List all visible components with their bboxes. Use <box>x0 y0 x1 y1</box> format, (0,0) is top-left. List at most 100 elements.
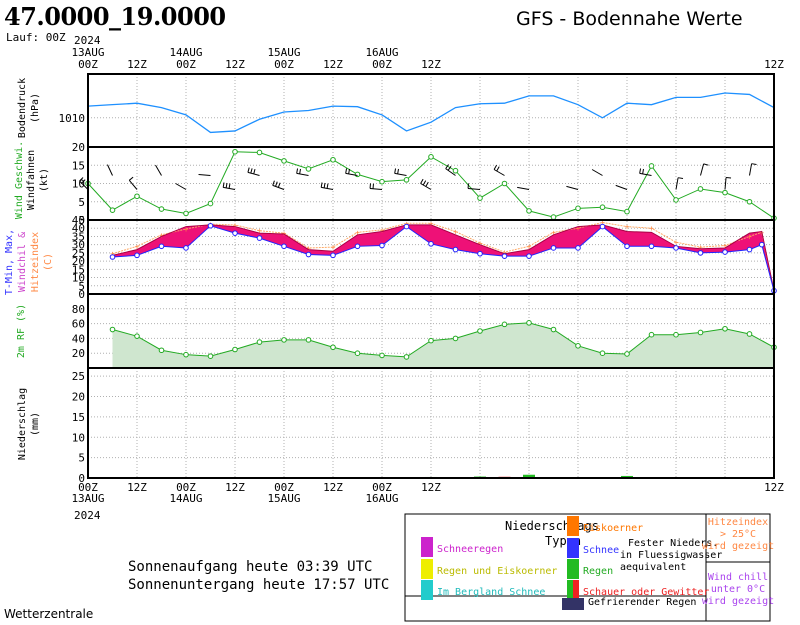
wind-speed-point <box>477 195 483 201</box>
heat-index-marker: + <box>355 228 360 237</box>
bottom-time-tick: 12Z <box>421 481 441 494</box>
sunset-text: Sonnenuntergang heute 17:57 UTC <box>128 577 390 593</box>
wind-speed-point <box>624 208 630 215</box>
humidity-point <box>354 350 361 357</box>
wind-barb <box>198 173 211 176</box>
legend-gefrierender-regen-swatch <box>562 598 584 610</box>
wind-barb-flag <box>422 180 427 186</box>
y-tick-label: 40 <box>72 332 85 345</box>
y-tick-label: 0 <box>78 288 85 301</box>
heat-index-marker: + <box>380 226 385 235</box>
tmin-point <box>550 245 557 251</box>
wind-barb <box>591 169 603 176</box>
y-tick-label: 35 <box>72 230 85 243</box>
humidity-point <box>428 337 434 344</box>
bottom-year-label: 2024 <box>74 509 101 522</box>
humidity-point <box>109 326 116 333</box>
wind-barb <box>517 186 530 190</box>
humidity-point <box>722 325 728 332</box>
heatindex-axis-label: Hitzeindex (C) <box>30 232 54 292</box>
top-time-tick: 00Z <box>372 58 392 71</box>
wind-barb <box>106 164 113 176</box>
wind-barb-flag <box>299 168 301 175</box>
wind-speed-point <box>526 208 532 214</box>
wind-barb-flag <box>79 177 84 182</box>
top-year-label: 2024 <box>74 34 101 47</box>
wind-barb-flag <box>348 168 350 175</box>
wind-speed-axis-label: Wind Geschwi. <box>14 141 25 219</box>
heat-index-marker: + <box>233 221 238 230</box>
tmin-point <box>305 251 312 258</box>
wind-speed-point <box>305 166 312 172</box>
pressure-line <box>87 92 775 134</box>
precip-axis-label: Niederschlag (mm) <box>17 388 41 460</box>
y-tick-label: 5 <box>78 280 85 293</box>
bottom-time-tick: 12Z <box>323 481 343 494</box>
bottom-time-tick: 12Z <box>127 481 147 494</box>
wind-barb <box>370 187 383 190</box>
legend-schneeregen-swatch <box>421 537 433 557</box>
heat-index-marker: + <box>502 248 507 257</box>
wind-barb <box>247 171 260 176</box>
legend-regen-eiskoerner-swatch <box>421 559 433 579</box>
wind-barb-flag <box>275 181 278 187</box>
heat-index-marker: + <box>551 228 556 237</box>
location-coordinates: 47.0000_19.0000 <box>4 2 226 31</box>
temperature-range-band <box>112 224 774 291</box>
tmin-point <box>256 235 263 241</box>
wind-speed-point <box>207 200 214 207</box>
heat-index-marker: + <box>306 244 311 253</box>
wind-barb-flag <box>247 167 250 173</box>
y-tick-label: 40 <box>72 222 85 235</box>
wind-barb <box>749 163 753 176</box>
bottom-date-label: 14AUG <box>169 492 202 505</box>
heat-index-marker: + <box>257 227 262 236</box>
y-tick-label: 0 <box>78 214 85 227</box>
y-tick-label: 80 <box>72 303 85 316</box>
heat-index-marker: + <box>747 232 752 241</box>
tmin-point <box>183 245 189 251</box>
legend-windchill: Wind chill <box>708 572 768 583</box>
y-tick-label: 5 <box>78 196 85 209</box>
wind-speed-point <box>183 210 189 217</box>
humidity-point <box>550 326 557 333</box>
wind-barb-flag <box>677 177 684 180</box>
humidity-point <box>379 352 385 359</box>
wind-barb-flag <box>320 182 323 188</box>
top-time-tick: 12Z <box>225 58 245 71</box>
y-tick-label: 30 <box>72 239 85 252</box>
humidity-point <box>697 329 704 336</box>
wind-barb-flag <box>272 180 275 186</box>
windchill-axis-label: Windchil & <box>17 232 28 292</box>
heat-index-marker: + <box>453 228 458 237</box>
tmin-point <box>158 243 165 250</box>
y-tick-label: 10 <box>72 272 85 285</box>
tmin-point <box>575 245 581 251</box>
y-tick-label: 45 <box>72 214 85 227</box>
humidity-point <box>330 344 336 351</box>
humidity-point <box>746 331 753 337</box>
wind-barb <box>296 172 309 176</box>
wind-barb-flag <box>751 163 757 166</box>
y-tick-label: 1010 <box>59 112 86 125</box>
tmin-point <box>379 242 385 249</box>
bottom-date-label: 15AUG <box>267 492 300 505</box>
precip-bar <box>523 474 535 478</box>
heat-index-marker: + <box>674 238 679 247</box>
wind-barb-flag <box>225 182 228 189</box>
tmin-point <box>428 241 434 247</box>
humidity-point <box>281 337 287 343</box>
wind-speed-point <box>648 163 655 169</box>
wind-speed-point <box>599 204 606 211</box>
y-tick-label: 15 <box>72 263 85 276</box>
humidity-area <box>112 322 774 368</box>
bottom-date-label: 13AUG <box>71 492 104 505</box>
humidity-point <box>673 331 679 338</box>
wind-speed-point <box>722 189 728 196</box>
tmin-point <box>477 250 483 257</box>
wind-speed-point <box>501 180 508 187</box>
legend-fester-niederschlag: Fester Nieders. <box>628 538 718 549</box>
wind-barb-flag <box>493 164 498 170</box>
humidity-point <box>134 333 140 339</box>
